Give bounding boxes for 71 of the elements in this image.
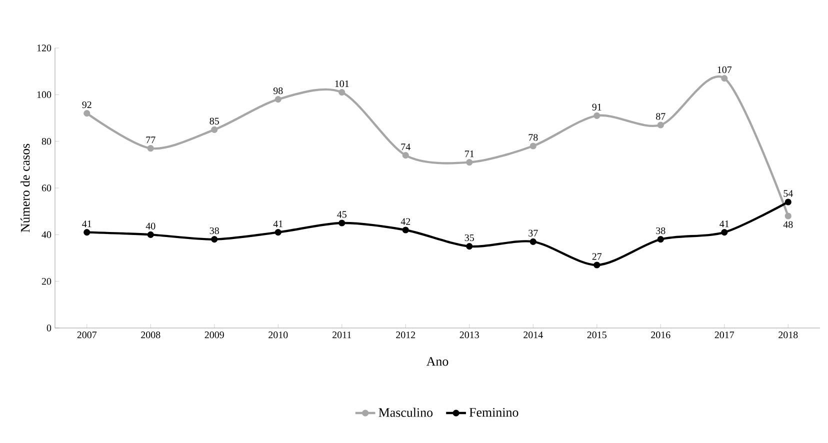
point	[721, 75, 728, 82]
data-label: 45	[337, 211, 346, 218]
x-tick-label: 2009	[204, 332, 224, 338]
y-axis-title: Número de casos	[20, 144, 30, 232]
data-label: 48	[783, 221, 793, 228]
point	[147, 145, 154, 152]
data-label: 27	[592, 253, 602, 260]
point	[402, 152, 409, 159]
point	[274, 96, 282, 103]
point	[657, 122, 664, 128]
point	[530, 142, 536, 150]
y-tick-label: 20	[42, 278, 52, 285]
data-label: 38	[656, 227, 666, 234]
point	[84, 229, 90, 236]
data-label: 87	[656, 113, 666, 120]
x-tick-label: 2010	[268, 332, 288, 338]
x-tick-label: 2008	[141, 332, 160, 338]
data-label: 107	[718, 66, 732, 74]
point	[466, 243, 473, 250]
data-label: 37	[528, 230, 538, 236]
y-tick-label: 40	[42, 231, 52, 238]
point	[211, 236, 218, 243]
data-label: 85	[210, 118, 219, 124]
point	[530, 238, 536, 245]
point	[211, 126, 218, 133]
y-tick-label: 100	[37, 91, 52, 98]
point	[466, 159, 473, 166]
x-tick-label: 2011	[332, 332, 352, 338]
data-label: 54	[784, 190, 793, 197]
data-label: 42	[400, 218, 410, 225]
point	[274, 229, 282, 236]
x-tick-label: 2016	[651, 332, 670, 338]
data-label: 40	[146, 222, 156, 230]
point	[402, 226, 409, 234]
data-label: 78	[528, 134, 538, 141]
point	[784, 198, 792, 206]
point	[721, 229, 728, 236]
x-tick-label: 2013	[460, 332, 479, 338]
data-label: 92	[82, 101, 92, 108]
point	[594, 112, 600, 119]
x-tick-label: 2007	[77, 332, 97, 338]
point	[338, 220, 346, 226]
data-label: 35	[464, 234, 474, 242]
data-label: 101	[335, 80, 349, 88]
y-tick-label: 120	[37, 44, 52, 52]
legend-label: Feminino	[469, 408, 518, 417]
data-label: 91	[592, 104, 602, 110]
data-label: 98	[273, 87, 283, 94]
point	[594, 262, 600, 268]
y-tick-label: 80	[42, 138, 52, 145]
point	[84, 110, 90, 117]
point	[338, 89, 346, 96]
y-tick-label: 60	[42, 184, 52, 192]
x-tick-label: 2012	[396, 332, 416, 338]
legend-label: Masculino	[378, 408, 433, 417]
x-tick-label: 2015	[587, 332, 606, 338]
y-tick-label: 0	[46, 324, 52, 332]
data-label: 41	[720, 220, 729, 228]
point	[657, 236, 664, 243]
x-tick-label: 2017	[714, 332, 734, 338]
data-label: 71	[465, 150, 474, 158]
data-label: 41	[273, 220, 283, 228]
x-tick-label: 2018	[778, 332, 798, 338]
data-label: 74	[401, 144, 410, 150]
x-tick-label: 2014	[524, 332, 543, 338]
data-label: 38	[210, 227, 219, 234]
x-axis-title: Ano	[426, 357, 448, 366]
data-label: 77	[146, 136, 156, 144]
data-label: 41	[82, 220, 92, 228]
point	[147, 231, 154, 238]
point	[784, 212, 792, 220]
